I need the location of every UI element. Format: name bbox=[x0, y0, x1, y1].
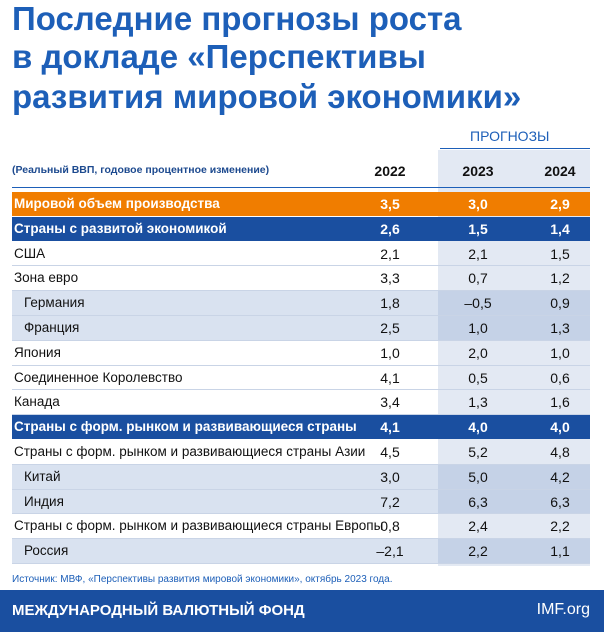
row-label: Зона евро bbox=[14, 270, 79, 286]
value: 2,1 bbox=[468, 245, 488, 262]
value: 1,6 bbox=[550, 394, 570, 411]
value: 2,9 bbox=[550, 196, 570, 212]
value: 3,5 bbox=[380, 196, 400, 212]
note: (Реальный ВВП, годовое процентное измене… bbox=[12, 164, 270, 176]
row-label: Япония bbox=[14, 344, 61, 360]
value: 1,0 bbox=[380, 344, 400, 361]
value: 1,0 bbox=[550, 344, 570, 361]
row-bg bbox=[12, 316, 590, 340]
row-label: Канада bbox=[14, 394, 60, 410]
row-label: Страны с развитой экономикой bbox=[14, 220, 227, 236]
row-label: Мировой объем производства bbox=[14, 196, 220, 211]
value: 1,4 bbox=[550, 220, 570, 237]
row-rule bbox=[12, 488, 590, 490]
value: 1,8 bbox=[380, 295, 400, 312]
value: 4,8 bbox=[550, 444, 570, 460]
row-rule bbox=[12, 563, 590, 564]
row-label: США bbox=[14, 245, 46, 261]
row-bg bbox=[12, 192, 590, 216]
value: 4,0 bbox=[468, 419, 488, 436]
value: 2,1 bbox=[380, 245, 400, 262]
divider bbox=[440, 148, 590, 149]
row-bg bbox=[12, 539, 590, 563]
value: 0,7 bbox=[468, 270, 488, 287]
value: 6,3 bbox=[550, 493, 570, 510]
row-label: Россия bbox=[24, 543, 69, 559]
row-rule bbox=[12, 414, 590, 416]
value: 2,6 bbox=[380, 220, 400, 237]
footer-band: МЕЖДУНАРОДНЫЙ ВАЛЮТНЫЙ ФОНД IMF.org bbox=[0, 590, 604, 632]
row-bg bbox=[12, 489, 590, 514]
value: 0,5 bbox=[468, 369, 488, 386]
value: 2,2 bbox=[550, 518, 570, 535]
year-header: 2022 bbox=[374, 163, 406, 179]
value: 3,0 bbox=[468, 196, 488, 212]
value: 4,0 bbox=[550, 419, 570, 436]
row-label: Страны с форм. рынком и развивающиеся ст… bbox=[14, 419, 357, 435]
title-line: развития мировой экономики» bbox=[12, 78, 522, 115]
row-rule bbox=[12, 389, 590, 391]
value: 0,6 bbox=[550, 369, 570, 386]
value: –2,1 bbox=[376, 543, 404, 560]
row-label: Китай bbox=[24, 468, 61, 484]
forecasts-label: ПРОГНОЗЫ bbox=[470, 128, 550, 144]
title-line: Последние прогнозы роста bbox=[12, 0, 462, 37]
value: 0,9 bbox=[550, 295, 570, 312]
row-label: Страны с форм. рынком и развивающиеся ст… bbox=[14, 518, 384, 534]
value: 1,1 bbox=[550, 543, 570, 560]
row-rule bbox=[12, 538, 590, 540]
row-bg bbox=[12, 415, 590, 439]
value: 2,4 bbox=[468, 518, 488, 535]
value: 3,4 bbox=[380, 394, 400, 411]
value: 4,1 bbox=[380, 419, 400, 436]
year-header: 2023 bbox=[462, 163, 494, 179]
value: 5,2 bbox=[468, 444, 488, 460]
source: Источник: МВФ, «Перспективы развития мир… bbox=[12, 574, 393, 585]
value: 2,2 bbox=[468, 543, 488, 560]
value: –0,5 bbox=[464, 295, 492, 312]
value: 1,2 bbox=[550, 270, 570, 287]
value: 4,2 bbox=[550, 468, 570, 485]
value: 6,3 bbox=[468, 493, 488, 510]
row-label: Франция bbox=[24, 320, 80, 335]
value: 5,0 bbox=[468, 468, 488, 485]
footer-site: IMF.org bbox=[536, 601, 590, 618]
year-header: 2024 bbox=[544, 163, 576, 179]
row-label: Индия bbox=[24, 493, 64, 509]
row-label: Германия bbox=[24, 295, 85, 311]
value: 1,5 bbox=[550, 245, 570, 262]
row-rule bbox=[12, 315, 590, 316]
value: 4,1 bbox=[380, 369, 400, 386]
row-bg bbox=[12, 464, 590, 489]
row-bg bbox=[12, 291, 590, 315]
footer-org: МЕЖДУНАРОДНЫЙ ВАЛЮТНЫЙ ФОНД bbox=[12, 602, 305, 619]
row-rule bbox=[12, 265, 590, 267]
title-line: в докладе «Перспективы bbox=[12, 38, 426, 75]
row-rule bbox=[12, 364, 590, 366]
divider bbox=[12, 187, 590, 188]
row-rule bbox=[12, 339, 590, 341]
value: 1,3 bbox=[468, 394, 488, 411]
row-bg bbox=[12, 216, 590, 241]
value: 0,8 bbox=[380, 518, 400, 535]
row-rule bbox=[12, 513, 590, 515]
row-rule bbox=[12, 290, 590, 292]
value: 3,0 bbox=[380, 468, 400, 485]
value: 4,5 bbox=[380, 444, 400, 460]
row-rule bbox=[12, 463, 590, 465]
row-label: Страны с форм. рынком и развивающиеся ст… bbox=[14, 444, 366, 459]
value: 7,2 bbox=[380, 493, 400, 510]
value: 1,3 bbox=[550, 320, 570, 336]
row-label: Соединенное Королевство bbox=[14, 369, 183, 385]
value: 3,3 bbox=[380, 270, 400, 287]
value: 2,5 bbox=[380, 320, 400, 336]
value: 2,0 bbox=[468, 344, 488, 361]
value: 1,0 bbox=[468, 320, 488, 336]
value: 1,5 bbox=[468, 220, 488, 237]
